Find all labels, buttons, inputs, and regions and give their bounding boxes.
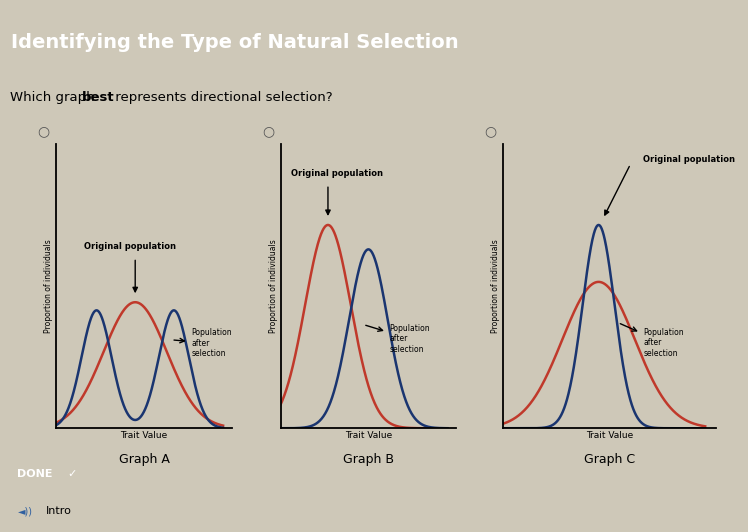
X-axis label: Trait Value: Trait Value: [345, 431, 392, 440]
X-axis label: Trait Value: Trait Value: [586, 431, 633, 440]
Text: ○: ○: [484, 124, 496, 139]
Y-axis label: Proportion of individuals: Proportion of individuals: [269, 239, 278, 333]
Text: Graph A: Graph A: [118, 453, 170, 466]
Text: Graph C: Graph C: [583, 453, 635, 466]
Text: Identifying the Type of Natural Selection: Identifying the Type of Natural Selectio…: [11, 33, 459, 52]
Text: Graph B: Graph B: [343, 453, 394, 466]
Y-axis label: Proportion of individuals: Proportion of individuals: [491, 239, 500, 333]
Text: represents directional selection?: represents directional selection?: [111, 90, 332, 104]
Text: best: best: [82, 90, 114, 104]
Text: ○: ○: [262, 124, 274, 139]
Text: Original population: Original population: [84, 243, 176, 252]
Text: ✓: ✓: [67, 469, 76, 479]
Text: Original population: Original population: [291, 169, 383, 178]
Text: ◄)): ◄)): [18, 506, 34, 516]
Text: DONE: DONE: [17, 469, 53, 479]
Text: ○: ○: [37, 124, 49, 139]
Text: Original population: Original population: [643, 155, 735, 164]
Text: Population
after
selection: Population after selection: [620, 323, 684, 358]
Text: Intro: Intro: [46, 506, 72, 516]
Y-axis label: Proportion of individuals: Proportion of individuals: [44, 239, 53, 333]
Text: Which graph: Which graph: [10, 90, 99, 104]
Text: Population
after
selection: Population after selection: [366, 324, 430, 354]
X-axis label: Trait Value: Trait Value: [120, 431, 168, 440]
Text: Population
after
selection: Population after selection: [174, 328, 232, 358]
